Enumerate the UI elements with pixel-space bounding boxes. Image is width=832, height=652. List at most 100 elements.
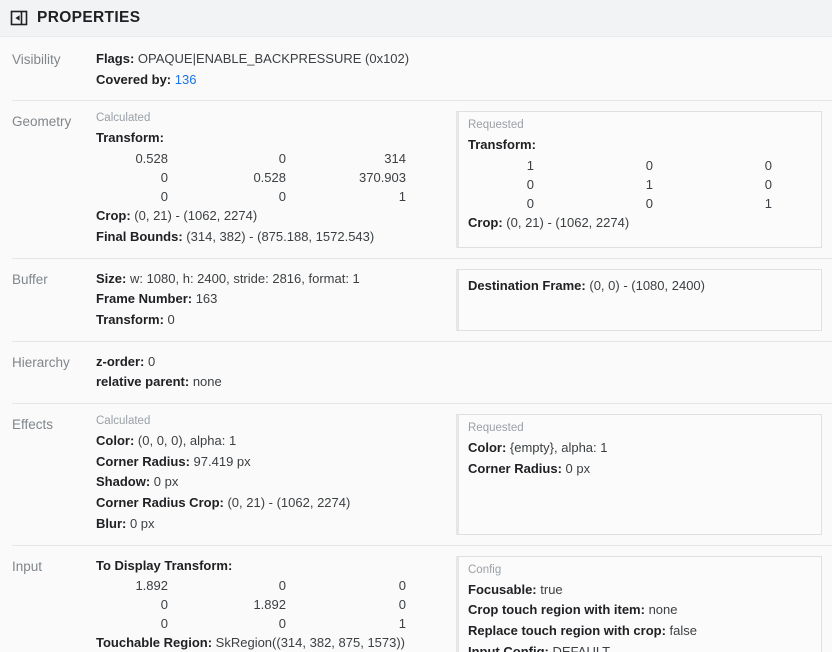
- transform-matrix: 1.892 0 0 0 1.892 0 0 0 1: [96, 576, 446, 633]
- matrix-spacer: [406, 614, 446, 633]
- property-value: 0: [148, 353, 156, 369]
- property-section-visibility: Visibility Flags: OPAQUE|ENABLE_BACKPRESS…: [12, 37, 832, 100]
- matrix-spacer: [406, 595, 446, 614]
- property-section-buffer: Buffer Size: w: 1080, h: 2400, stride: 28…: [12, 257, 832, 341]
- property-value: true: [540, 581, 563, 597]
- calculated-column: To Display Transform: 1.892 0 0 0 1.892 0 0 0 1 To…: [96, 556, 456, 652]
- covered-by-link[interactable]: 136: [174, 71, 197, 87]
- property-row: Crop: (0, 21) - (1062, 2274): [468, 213, 812, 234]
- property-section-input: Input To Display Transform: 1.892 0 0 0 1.892 0…: [12, 544, 832, 652]
- transform-matrix-cell: 0.528: [135, 151, 168, 167]
- property-key: Final Bounds:: [96, 228, 183, 244]
- property-value: (0, 0, 0), alpha: 1: [137, 433, 237, 449]
- property-key: Covered by:: [96, 71, 172, 87]
- property-key: Blur:: [96, 515, 127, 531]
- section-label: Effects: [12, 417, 54, 433]
- property-row: Input Config: DEFAULT: [468, 642, 812, 652]
- calculated-column: Size: w: 1080, h: 2400, stride: 2816, fo…: [96, 269, 456, 331]
- properties-panel-header: PROPERTIES: [0, 0, 832, 37]
- property-section-hierarchy: Hierarchy z-order: 0 relative parent: none: [12, 340, 832, 403]
- calculated-group-label: Calculated: [96, 112, 151, 125]
- matrix-spacer: [406, 168, 446, 187]
- property-row: To Display Transform:: [96, 556, 446, 577]
- transform-matrix-cell: 0: [764, 177, 772, 193]
- property-key: Crop:: [468, 215, 503, 231]
- property-key: Size:: [96, 270, 127, 286]
- properties-panel-body[interactable]: Visibility Flags: OPAQUE|ENABLE_BACKPRESS…: [0, 37, 832, 652]
- page-title: PROPERTIES: [37, 9, 141, 27]
- property-key: Corner Radius Crop:: [96, 495, 224, 511]
- transform-matrix-cell: 0: [278, 151, 286, 167]
- property-row: Crop: (0, 21) - (1062, 2274): [96, 206, 446, 227]
- requested-group-label: Config: [468, 563, 502, 576]
- transform-matrix-cell: 0: [645, 196, 653, 212]
- property-value: 0 px: [565, 460, 591, 476]
- transform-matrix-cell: 1: [526, 158, 534, 174]
- property-row: Transform: 0: [96, 310, 446, 331]
- property-value: OPAQUE|ENABLE_BACKPRESSURE (0x102): [137, 51, 410, 66]
- calculated-column: Flags: OPAQUE|ENABLE_BACKPRESSURE (0x102…: [96, 49, 822, 90]
- section-columns: To Display Transform: 1.892 0 0 0 1.892 0 0 0 1 To…: [96, 555, 822, 652]
- transform-matrix-cell: 0: [645, 158, 653, 174]
- transform-matrix-cell: 1: [398, 189, 406, 205]
- matrix-spacer: [406, 576, 446, 595]
- property-key: Transform:: [468, 137, 536, 153]
- property-key: Crop:: [96, 208, 131, 224]
- property-value: SkRegion((314, 382, 875, 1573)): [215, 635, 406, 651]
- property-row: Crop touch region with item: none: [468, 600, 812, 621]
- transform-matrix-cell: 0: [278, 616, 286, 632]
- property-row: Corner Radius: 97.419 px: [96, 452, 446, 473]
- transform-matrix-cell: 0: [398, 578, 406, 594]
- property-row: z-order: 0: [96, 352, 812, 373]
- property-value: (0, 21) - (1062, 2274): [227, 495, 351, 511]
- transform-matrix: 1 0 0 0 1 0 0 0 1: [468, 156, 812, 213]
- property-key: Input Config:: [468, 643, 549, 652]
- section-label: Geometry: [12, 114, 72, 130]
- transform-matrix-row: 0 0 1: [96, 187, 446, 206]
- section-columns: Flags: OPAQUE|ENABLE_BACKPRESSURE (0x102…: [96, 49, 822, 90]
- transform-matrix-cell: 0: [160, 597, 168, 613]
- transform-matrix-cell: 0: [526, 196, 534, 212]
- property-value: (0, 0) - (1080, 2400): [589, 277, 705, 293]
- property-key: Destination Frame:: [468, 277, 586, 293]
- property-key: Corner Radius:: [468, 460, 562, 476]
- transform-matrix-cell: 1: [764, 196, 772, 212]
- property-key: To Display Transform:: [96, 557, 233, 573]
- transform-matrix-cell: 1.892: [253, 597, 286, 613]
- transform-matrix-row: 1 0 0: [468, 156, 812, 175]
- property-value: w: 1080, h: 2400, stride: 2816, format: …: [129, 270, 360, 286]
- property-row: Covered by: 136: [96, 70, 812, 91]
- transform-matrix-row: 1.892 0 0: [96, 576, 446, 595]
- transform-matrix-cell: 0: [160, 170, 168, 186]
- property-value: {empty}, alpha: 1: [509, 440, 608, 456]
- property-value: none: [192, 374, 222, 390]
- requested-column: Requested Transform: 1 0 0 0 1 0 0 0 1 Crop: (0, 21…: [456, 111, 822, 248]
- matrix-spacer: [406, 149, 446, 168]
- property-key: Color:: [96, 433, 135, 449]
- calculated-column: z-order: 0 relative parent: none: [96, 352, 822, 393]
- property-value: 163: [195, 291, 218, 307]
- property-key: Flags:: [96, 51, 135, 66]
- property-key: Crop touch region with item:: [468, 602, 645, 618]
- requested-column: Config Focusable: true Crop touch region w…: [456, 555, 822, 652]
- property-row: relative parent: none: [96, 372, 812, 393]
- section-label: Hierarchy: [12, 354, 70, 370]
- transform-matrix-cell: 0: [278, 189, 286, 205]
- property-key: Frame Number:: [96, 291, 193, 307]
- section-columns: Calculated Transform: 0.528 0 314 0 0.528 370.9…: [96, 111, 822, 248]
- property-row: Replace touch region with crop: false: [468, 621, 812, 642]
- property-key: Transform:: [96, 311, 164, 327]
- section-columns: z-order: 0 relative parent: none: [96, 352, 822, 393]
- property-value: 0 px: [153, 474, 179, 490]
- property-value: 0: [167, 311, 175, 327]
- matrix-spacer: [406, 187, 446, 206]
- transform-matrix-cell: 1: [645, 177, 653, 193]
- property-row: Transform:: [468, 135, 812, 156]
- transform-matrix-cell: 0: [160, 616, 168, 632]
- property-value: false: [669, 622, 698, 638]
- property-section-geometry: Geometry Calculated Transform: 0.528 0 314 0 0.…: [12, 100, 832, 257]
- property-key: z-order:: [96, 353, 145, 369]
- property-row: Flags: OPAQUE|ENABLE_BACKPRESSURE (0x102…: [96, 49, 812, 70]
- property-row: Frame Number: 163: [96, 289, 446, 310]
- collapse-panel-left-icon[interactable]: [10, 9, 28, 27]
